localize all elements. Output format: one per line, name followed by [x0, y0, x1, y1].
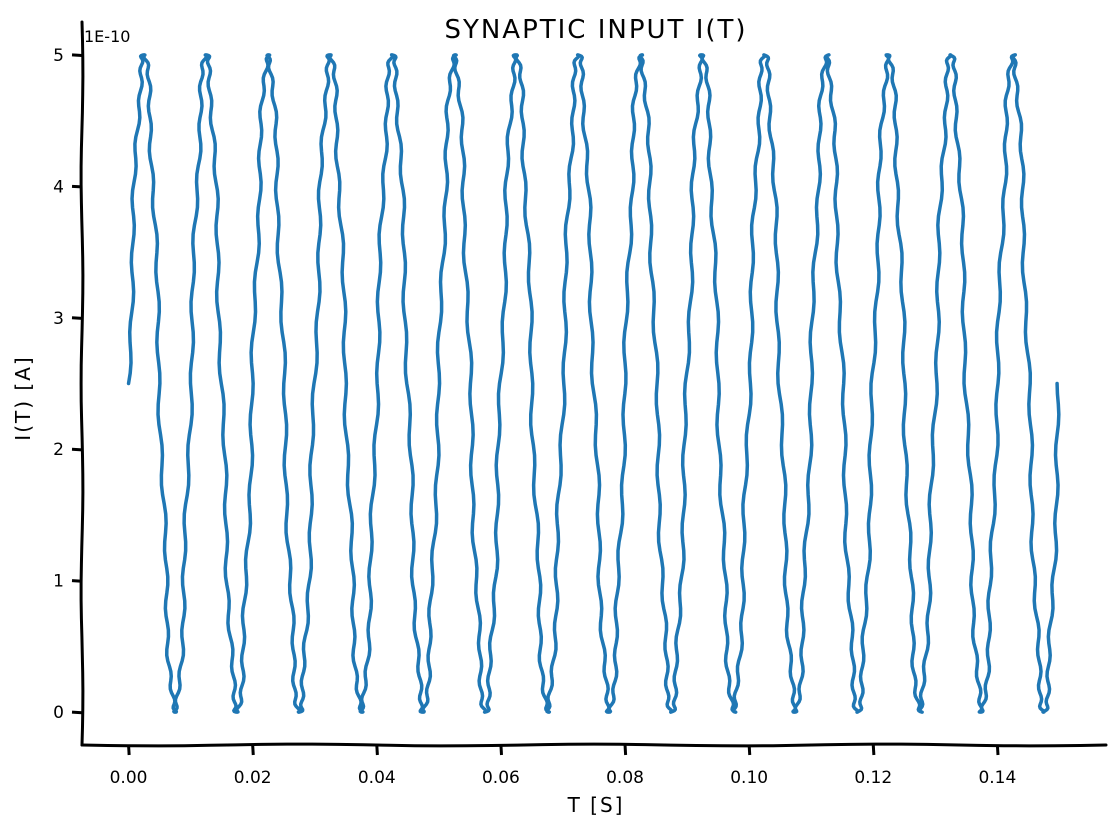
- chart-title: SYNAPTIC INPUT I(T): [444, 15, 747, 45]
- x-tick-label: 0.02: [234, 768, 272, 788]
- y-tick-label: 4: [53, 177, 64, 197]
- y-axis-label: I(T) [A]: [11, 355, 35, 440]
- series-line: [126, 53, 1061, 714]
- y-tick-mark: [71, 184, 83, 189]
- x-tick-label: 0.04: [358, 768, 396, 788]
- x-tick-mark: [747, 744, 752, 756]
- x-tick-label: 0.06: [482, 768, 520, 788]
- y-axis-ticks: 0 1 2 3 4 5: [53, 46, 83, 723]
- y-tick-label: 2: [53, 440, 64, 460]
- y-tick-mark: [71, 53, 83, 57]
- x-tick-label: 0.12: [854, 768, 892, 788]
- y-tick-label: 5: [53, 46, 64, 66]
- x-tick-mark: [871, 744, 876, 756]
- y-axis-line: [79, 20, 85, 747]
- x-tick-mark: [995, 744, 1000, 756]
- x-axis-ticks: 0.00 0.02 0.04 0.06 0.08 0.10 0.12 0.14: [110, 744, 1016, 788]
- x-tick-label: 0.00: [110, 768, 148, 788]
- y-tick-label: 0: [53, 703, 64, 723]
- y-tick-mark: [71, 447, 83, 452]
- x-tick-label: 0.08: [606, 768, 644, 788]
- x-tick-label: 0.10: [730, 768, 768, 788]
- y-tick-label: 1: [53, 572, 64, 592]
- x-tick-mark: [499, 744, 504, 756]
- x-tick-label: 0.14: [978, 768, 1016, 788]
- x-tick-mark: [623, 744, 628, 756]
- y-tick-mark: [71, 579, 83, 583]
- y-tick-mark: [71, 710, 83, 715]
- x-axis-label: T [S]: [567, 793, 625, 817]
- x-tick-mark: [127, 744, 131, 756]
- y-tick-label: 3: [53, 309, 64, 329]
- x-axis-line: [80, 742, 1108, 748]
- x-tick-mark: [375, 744, 379, 756]
- y-tick-mark: [71, 316, 83, 320]
- x-tick-mark: [251, 744, 255, 756]
- y-axis-offset-label: 1E-10: [84, 27, 130, 46]
